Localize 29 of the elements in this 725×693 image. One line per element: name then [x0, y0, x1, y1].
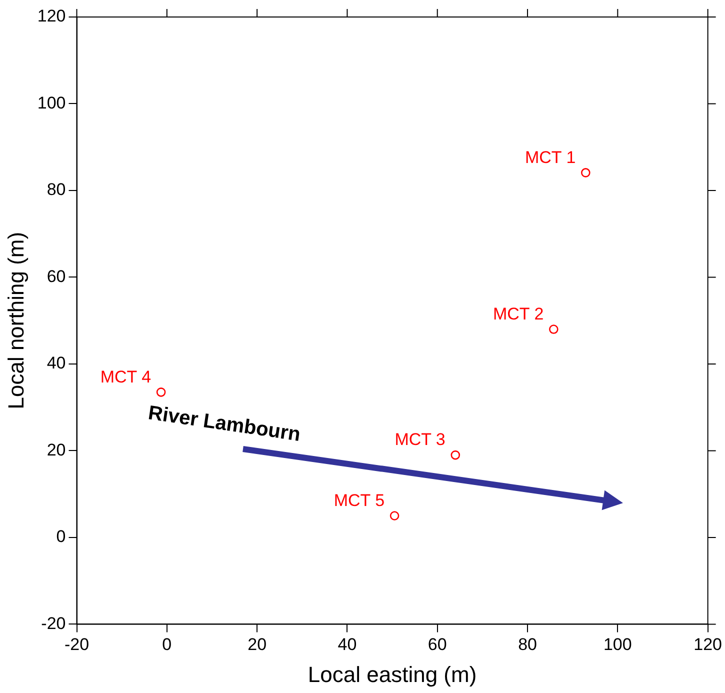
series-label: MCT 2	[492, 304, 544, 324]
y-tick-label: 0	[56, 527, 66, 546]
y-axis-title: Local northing (m)	[3, 232, 28, 410]
x-tick-label: 120	[694, 635, 722, 654]
point	[390, 511, 400, 520]
y-tick-label: 20	[46, 440, 66, 460]
y-tick-label: 100	[37, 93, 66, 112]
x-tick-label: 60	[428, 635, 447, 654]
point	[450, 450, 460, 460]
y-tick-label: -20	[41, 614, 66, 633]
x-tick-label: 20	[248, 635, 267, 654]
series-label: MCT 5	[334, 490, 385, 510]
y-tick-label: 60	[46, 266, 66, 286]
point	[549, 324, 558, 334]
series-label: MCT 4	[100, 367, 152, 386]
series-label: MCT 3	[394, 430, 446, 450]
x-tick-label: 100	[603, 635, 632, 654]
x-tick-label: 80	[518, 635, 537, 654]
y-tick-label: 120	[37, 6, 66, 26]
annotation: River Lambourn	[146, 402, 302, 447]
x-axis-title: Local easting (m)	[308, 662, 477, 687]
x-tick-label: 0	[162, 635, 172, 654]
x-tick-label: 40	[338, 635, 357, 654]
y-tick-label: 80	[46, 180, 66, 200]
series-label: MCT 1	[524, 148, 576, 167]
point	[581, 168, 590, 178]
x-tick-label: -20	[64, 635, 90, 654]
point	[156, 388, 166, 397]
y-tick-label: 40	[46, 354, 66, 373]
